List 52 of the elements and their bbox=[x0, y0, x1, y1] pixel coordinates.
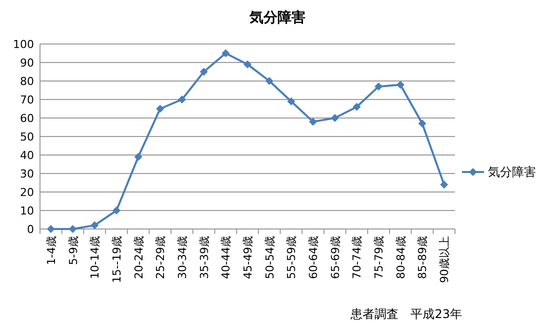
point bbox=[330, 114, 339, 122]
x-tick-label: 35-39歳 bbox=[198, 236, 211, 279]
x-tick-label: 60-64歳 bbox=[307, 236, 320, 279]
x-tick-label: 45-49歳 bbox=[242, 236, 254, 279]
point bbox=[440, 180, 448, 189]
y-tick-label: 90 bbox=[20, 56, 34, 70]
point bbox=[112, 206, 120, 214]
point bbox=[134, 152, 142, 161]
point bbox=[418, 120, 426, 128]
point bbox=[200, 68, 208, 76]
point bbox=[352, 102, 361, 111]
y-tick-label: 20 bbox=[20, 186, 34, 199]
point bbox=[396, 80, 404, 89]
point bbox=[68, 225, 77, 233]
x-tick-label: 25-29歳 bbox=[154, 236, 168, 279]
legend-label: 気分障害 bbox=[488, 165, 536, 179]
x-tick-label: 40-44歳 bbox=[220, 236, 233, 279]
point bbox=[374, 82, 383, 91]
y-tick-label: 80 bbox=[20, 75, 34, 88]
x-tick-label: 75-79歳 bbox=[372, 236, 386, 279]
y-tick-label: 10 bbox=[20, 204, 34, 218]
x-tick-label: 85-89歳 bbox=[416, 236, 430, 279]
point bbox=[222, 49, 230, 58]
point bbox=[90, 221, 99, 230]
x-tick-label: 80-84歳 bbox=[394, 236, 408, 279]
point bbox=[287, 97, 296, 106]
x-tick-label: 20-24歳 bbox=[132, 236, 146, 279]
y-tick-label: 30 bbox=[20, 168, 34, 180]
x-tick-label: 50-54歳 bbox=[263, 236, 276, 279]
point bbox=[309, 118, 318, 126]
y-tick-label: 100 bbox=[13, 38, 34, 51]
chart-title: 気分障害 bbox=[248, 9, 306, 26]
point bbox=[156, 104, 164, 113]
x-tick-label: 70-74歳 bbox=[350, 236, 364, 279]
y-tick-label: 70 bbox=[20, 94, 34, 106]
y-tick-label: 40 bbox=[20, 149, 34, 162]
x-tick-label: 90歳以上 bbox=[438, 236, 452, 283]
x-tick-label: 1-4歳 bbox=[44, 236, 58, 265]
y-tick-label: 50 bbox=[20, 130, 34, 144]
x-tick-label: 10-14歳 bbox=[88, 236, 102, 279]
point bbox=[46, 225, 55, 233]
point bbox=[178, 96, 186, 104]
x-tick-label: 15--19歳 bbox=[110, 236, 124, 283]
x-tick-label: 5-9歳 bbox=[66, 236, 80, 265]
point bbox=[244, 60, 252, 68]
y-tick-label: 0 bbox=[27, 223, 34, 236]
text: 患者調査 平成23年 bbox=[350, 307, 462, 321]
x-tick-label: 65-69歳 bbox=[328, 236, 342, 279]
y-tick-label: 60 bbox=[20, 112, 34, 125]
x-tick-label: 30-34歳 bbox=[176, 236, 189, 279]
point bbox=[265, 77, 274, 85]
x-tick-label: 55-59歳 bbox=[285, 236, 298, 279]
